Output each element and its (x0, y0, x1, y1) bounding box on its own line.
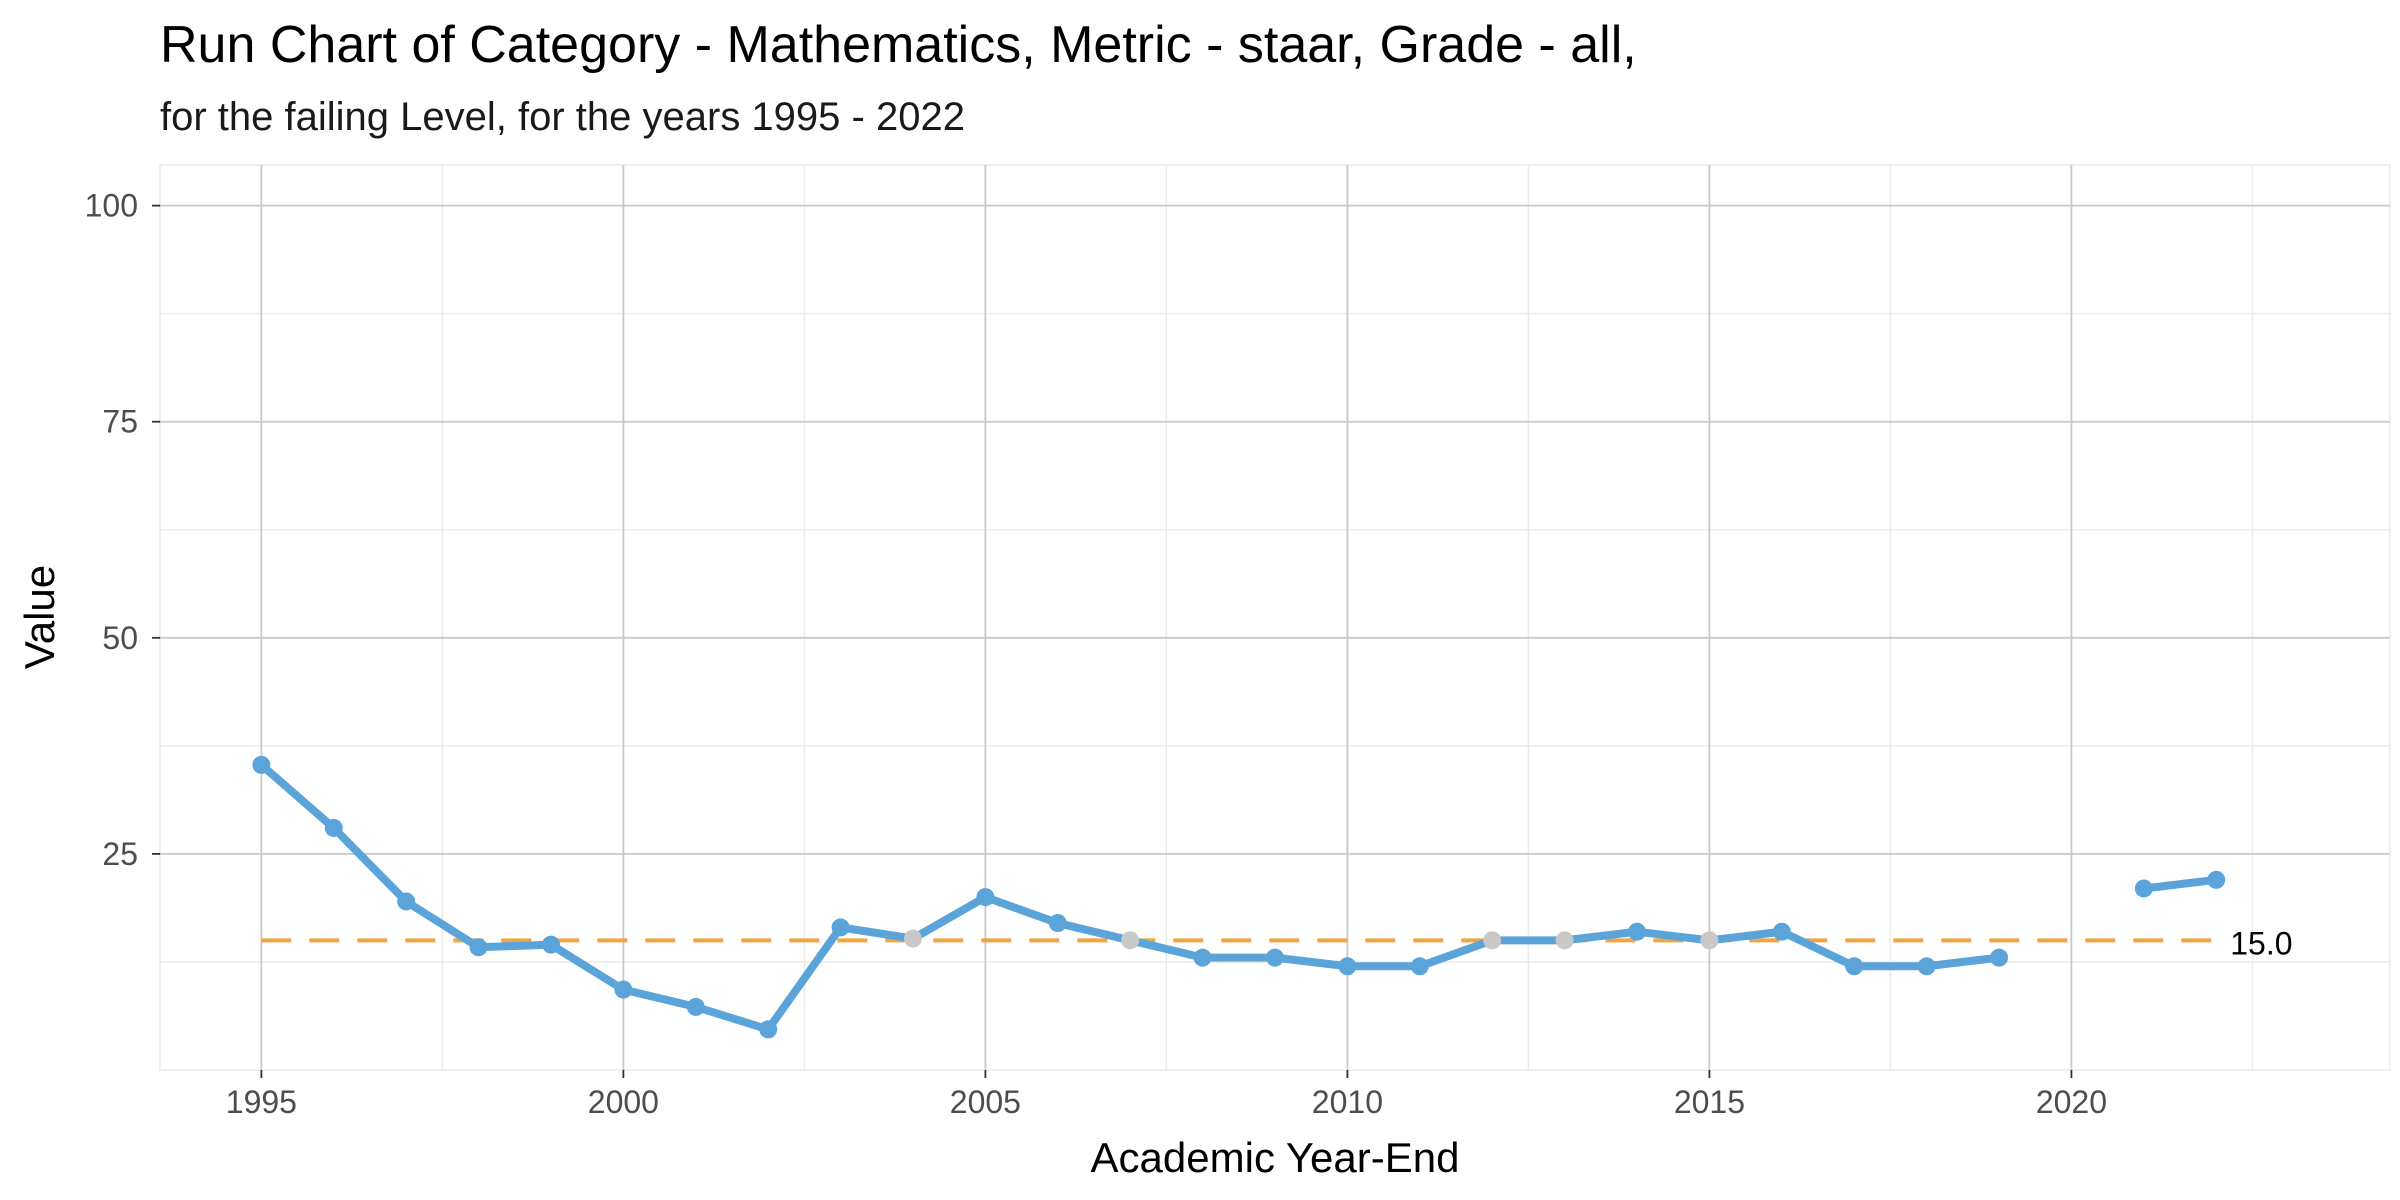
reference-line-label: 15.0 (2230, 925, 2292, 961)
y-tick-label: 75 (102, 404, 138, 440)
highlighted-data-point (1555, 931, 1574, 950)
series-line (2139, 875, 2221, 893)
x-tick-label: 1995 (226, 1084, 297, 1120)
data-point (1990, 948, 2009, 967)
highlighted-data-point (1121, 931, 1140, 950)
data-point (976, 888, 995, 907)
major-gridlines (160, 165, 2390, 1070)
data-point (1772, 922, 1791, 941)
data-point (1048, 914, 1067, 933)
y-tick-label: 25 (102, 836, 138, 872)
x-tick-label: 2010 (1312, 1084, 1383, 1120)
data-point (759, 1020, 778, 1039)
highlighted-data-point (903, 929, 922, 948)
data-point (397, 892, 416, 911)
highlighted-data-point (1700, 931, 1719, 950)
data-point (1845, 957, 1864, 976)
plot-panel (159, 164, 2391, 1071)
reference-layer: 15.0 (261, 925, 2293, 961)
y-tick-label: 50 (102, 620, 138, 656)
data-point (1628, 922, 1647, 941)
highlighted-data-point (1483, 931, 1502, 950)
data-point (686, 997, 705, 1016)
chart-title: Run Chart of Category - Mathematics, Met… (160, 16, 1637, 74)
data-point (1338, 957, 1357, 976)
x-tick-label: 2000 (588, 1084, 659, 1120)
x-tick-label: 2005 (950, 1084, 1021, 1120)
data-point (831, 918, 850, 937)
x-tick-labels: 1995 2000 2005 2010 2015 2020 (226, 1084, 2107, 1120)
data-point (2134, 879, 2153, 898)
data-point (469, 938, 488, 957)
y-tick-labels: 25 50 75 100 (85, 188, 138, 872)
data-point (614, 980, 633, 999)
y-axis-title: Value (16, 565, 63, 669)
chart-subtitle: for the failing Level, for the years 199… (160, 95, 965, 139)
minor-gridlines (160, 165, 2390, 1070)
y-tick-label: 100 (85, 188, 138, 224)
axis-ticks (152, 204, 2073, 1078)
series-layer (252, 755, 2226, 1039)
x-tick-label: 2015 (1674, 1084, 1745, 1120)
data-point (1266, 948, 1284, 967)
data-point (1193, 948, 1212, 967)
data-point (324, 818, 343, 837)
x-axis-title: Academic Year-End (1091, 1134, 1460, 1181)
x-tick-label: 2020 (2036, 1084, 2107, 1120)
data-point (252, 755, 271, 774)
data-point (1410, 957, 1429, 976)
data-point (541, 935, 560, 954)
data-point (2207, 870, 2226, 889)
data-point (1917, 957, 1936, 976)
